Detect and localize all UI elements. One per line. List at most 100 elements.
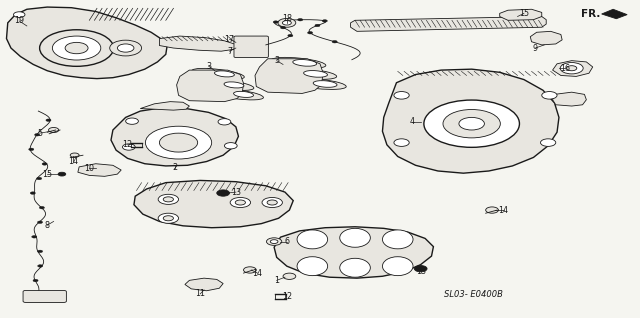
- Text: 16: 16: [561, 64, 570, 73]
- Text: 1: 1: [274, 276, 279, 285]
- Ellipse shape: [313, 81, 337, 87]
- Circle shape: [236, 200, 246, 205]
- Circle shape: [278, 18, 296, 27]
- Text: 2: 2: [172, 163, 177, 172]
- Ellipse shape: [234, 91, 253, 97]
- Circle shape: [308, 31, 313, 34]
- Circle shape: [267, 200, 277, 205]
- Ellipse shape: [192, 68, 244, 80]
- Circle shape: [39, 206, 44, 209]
- Circle shape: [244, 267, 256, 273]
- Text: SL03- E0400B: SL03- E0400B: [444, 290, 503, 299]
- Ellipse shape: [340, 228, 371, 247]
- Circle shape: [122, 144, 135, 150]
- Circle shape: [270, 240, 278, 244]
- Circle shape: [262, 197, 282, 208]
- Text: 11: 11: [195, 289, 205, 298]
- Text: 9: 9: [533, 44, 538, 52]
- Polygon shape: [185, 278, 223, 291]
- Text: 18: 18: [282, 14, 292, 23]
- Circle shape: [282, 21, 291, 25]
- Circle shape: [273, 21, 278, 23]
- Circle shape: [163, 216, 173, 221]
- Ellipse shape: [340, 258, 371, 277]
- Text: 3: 3: [206, 61, 211, 71]
- Circle shape: [315, 24, 320, 27]
- Polygon shape: [531, 31, 562, 45]
- Circle shape: [117, 44, 134, 52]
- Circle shape: [38, 265, 43, 267]
- Circle shape: [40, 30, 113, 66]
- Polygon shape: [274, 227, 433, 278]
- Circle shape: [70, 153, 79, 157]
- Circle shape: [217, 190, 230, 196]
- Text: 13: 13: [416, 267, 426, 276]
- Polygon shape: [383, 69, 559, 173]
- Polygon shape: [134, 180, 293, 228]
- Circle shape: [541, 92, 557, 99]
- Circle shape: [163, 197, 173, 202]
- Circle shape: [566, 66, 577, 71]
- Circle shape: [394, 139, 409, 146]
- Circle shape: [158, 213, 179, 223]
- Circle shape: [298, 18, 303, 21]
- Polygon shape: [78, 164, 121, 176]
- Ellipse shape: [224, 82, 244, 88]
- Circle shape: [46, 119, 51, 121]
- Ellipse shape: [383, 257, 413, 276]
- Ellipse shape: [211, 89, 264, 100]
- Polygon shape: [351, 17, 546, 31]
- Text: 6: 6: [284, 237, 289, 246]
- Polygon shape: [552, 92, 586, 106]
- Circle shape: [283, 273, 296, 280]
- Circle shape: [230, 197, 250, 208]
- Circle shape: [322, 20, 327, 22]
- Text: 7: 7: [227, 47, 232, 56]
- Circle shape: [159, 133, 198, 152]
- Circle shape: [58, 172, 66, 176]
- Text: 15: 15: [42, 169, 52, 179]
- Text: 3: 3: [274, 56, 279, 65]
- Ellipse shape: [297, 257, 328, 276]
- Text: 8: 8: [45, 221, 50, 230]
- Circle shape: [42, 163, 47, 165]
- Ellipse shape: [214, 71, 234, 77]
- Ellipse shape: [292, 59, 317, 66]
- Circle shape: [30, 192, 35, 194]
- Polygon shape: [140, 102, 189, 110]
- Text: 13: 13: [231, 188, 241, 197]
- Text: 14: 14: [253, 269, 262, 278]
- Text: 17: 17: [225, 35, 235, 44]
- Circle shape: [158, 194, 179, 204]
- Polygon shape: [177, 70, 244, 102]
- Circle shape: [38, 250, 43, 252]
- Polygon shape: [159, 36, 237, 51]
- Polygon shape: [255, 59, 323, 93]
- Circle shape: [486, 207, 499, 213]
- Text: 12: 12: [282, 292, 292, 301]
- Circle shape: [424, 100, 520, 147]
- Circle shape: [65, 42, 88, 54]
- Polygon shape: [500, 9, 541, 20]
- Ellipse shape: [202, 80, 254, 90]
- Circle shape: [332, 40, 337, 43]
- Ellipse shape: [297, 230, 328, 249]
- FancyBboxPatch shape: [23, 290, 67, 302]
- Circle shape: [109, 40, 141, 56]
- Polygon shape: [6, 7, 167, 79]
- Text: 12: 12: [122, 140, 132, 149]
- Circle shape: [35, 134, 40, 136]
- Text: 4: 4: [410, 117, 415, 126]
- Circle shape: [459, 117, 484, 130]
- Ellipse shape: [303, 71, 328, 77]
- Circle shape: [38, 221, 43, 224]
- Ellipse shape: [282, 68, 337, 79]
- FancyBboxPatch shape: [234, 36, 268, 58]
- Polygon shape: [602, 9, 627, 19]
- Ellipse shape: [291, 79, 346, 89]
- Circle shape: [218, 119, 231, 125]
- Text: 5: 5: [37, 129, 42, 138]
- Circle shape: [13, 12, 25, 17]
- Polygon shape: [111, 108, 239, 166]
- Ellipse shape: [383, 230, 413, 249]
